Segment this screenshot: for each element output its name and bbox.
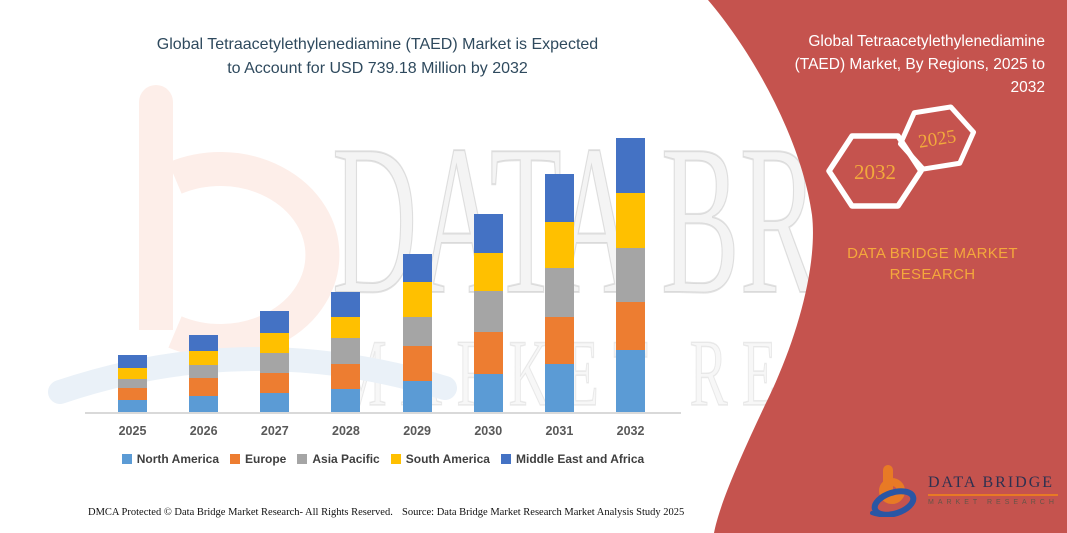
bar-segment: [616, 350, 646, 412]
bar-segment: [331, 364, 361, 389]
bar-segment: [473, 291, 503, 332]
bar-2026: [189, 335, 219, 412]
bar-2030: [473, 214, 503, 412]
logo-subtitle: MARKET RESEARCH: [928, 499, 1058, 506]
legend-label: South America: [405, 452, 490, 466]
bar-segment: [118, 379, 147, 388]
bar-segment: [473, 374, 503, 412]
x-tick-2029: 2029: [403, 424, 431, 438]
hexagon-2032-label: 2032: [854, 160, 896, 184]
bar-segment: [189, 335, 219, 351]
bar-segment: [331, 292, 361, 317]
bar-segment: [331, 389, 361, 412]
bar-segment: [118, 388, 147, 400]
bar-segment: [402, 254, 432, 282]
legend-item: North America: [121, 452, 220, 466]
databridge-logo: DATA BRIDGE MARKET RESEARCH: [868, 463, 1058, 517]
legend-marker: [230, 454, 241, 464]
logo-name: DATA BRIDGE: [928, 474, 1058, 496]
bar-segment: [402, 381, 432, 412]
x-tick-2032: 2032: [616, 424, 645, 438]
bar-segment: [260, 393, 290, 412]
bar-segment: [544, 268, 574, 317]
bar-segment: [616, 193, 646, 248]
bar-segment: [118, 355, 147, 368]
bar-segment: [616, 302, 646, 350]
legend-item: Asia Pacific: [297, 452, 380, 466]
bar-segment: [402, 317, 432, 346]
x-tick-2026: 2026: [189, 424, 218, 438]
bar-segment: [189, 365, 219, 378]
x-tick-2025: 2025: [118, 424, 147, 438]
bar-segment: [260, 333, 290, 353]
x-tick-2028: 2028: [332, 424, 360, 438]
bar-segment: [331, 317, 361, 338]
legend-item: Middle East and Africa: [500, 452, 645, 466]
x-tick-2031: 2031: [545, 424, 574, 438]
bar-segment: [260, 353, 290, 373]
legend-marker: [390, 454, 401, 464]
logo-text: DATA BRIDGE MARKET RESEARCH: [928, 474, 1058, 506]
bar-segment: [189, 378, 219, 396]
bar-segment: [118, 368, 147, 379]
bar-segment: [544, 222, 574, 268]
bar-segment: [616, 138, 646, 193]
bar-2027: [260, 311, 290, 412]
bar-segment: [473, 332, 503, 374]
brand-name-text: DATA BRIDGE MARKET RESEARCH: [847, 245, 1018, 283]
chart-legend: North America Europe Asia Pacific South Ame…: [85, 452, 681, 466]
bar-segment: [544, 364, 574, 412]
year-hexagons: 2032 2025: [826, 104, 977, 209]
legend-label: Middle East and Africa: [515, 452, 645, 466]
x-axis-line: [85, 412, 681, 414]
legend-label: Europe: [245, 452, 287, 466]
legend-marker: [297, 454, 308, 464]
legend-marker: [500, 454, 511, 464]
x-tick-2027: 2027: [260, 424, 289, 438]
x-tick-2030: 2030: [474, 424, 503, 438]
bar-segment: [473, 214, 503, 253]
legend-label: Asia Pacific: [312, 452, 380, 466]
source-note: Source: Data Bridge Market Research Mark…: [402, 507, 685, 518]
legend-item: South America: [390, 452, 490, 466]
bar-segment: [189, 351, 219, 365]
bar-segment: [473, 253, 503, 291]
bar-segment: [260, 311, 290, 333]
x-axis-labels: 2025 2026 2027 2028 2029 2030 2031 2032: [85, 424, 681, 440]
page-title: Global Tetraacetylethylenediamine (TAED)…: [156, 36, 599, 77]
stacked-bar-chart: [85, 120, 681, 414]
legend-item: Europe: [230, 452, 286, 466]
legend-label: North America: [136, 452, 220, 466]
bar-segment: [260, 373, 290, 393]
bar-2029: [402, 254, 432, 412]
bar-segment: [118, 400, 147, 412]
bar-2025: [118, 355, 147, 412]
dmca-notice: DMCA Protected © Data Bridge Market Rese…: [88, 507, 393, 518]
bar-2028: [331, 292, 361, 412]
bar-segment: [544, 317, 574, 364]
bar-2032: [616, 138, 646, 412]
bar-segment: [616, 248, 646, 302]
hexagon-2025: 2025: [897, 104, 977, 172]
legend-marker: [121, 454, 132, 464]
bar-segment: [189, 396, 219, 412]
bar-2031: [544, 174, 574, 412]
hexagon-2032: 2032: [826, 133, 924, 209]
hexagon-2025-label: 2025: [917, 126, 958, 153]
databridge-logo-icon: [870, 465, 917, 517]
bar-segment: [402, 282, 432, 317]
bar-segment: [331, 338, 361, 364]
banner-title: Global Tetraacetylethylenediamine (TAED)…: [794, 33, 1045, 96]
bar-segment: [402, 346, 432, 381]
bar-segment: [544, 174, 574, 222]
footer: DMCA Protected © Data Bridge Market Rese…: [85, 505, 685, 523]
